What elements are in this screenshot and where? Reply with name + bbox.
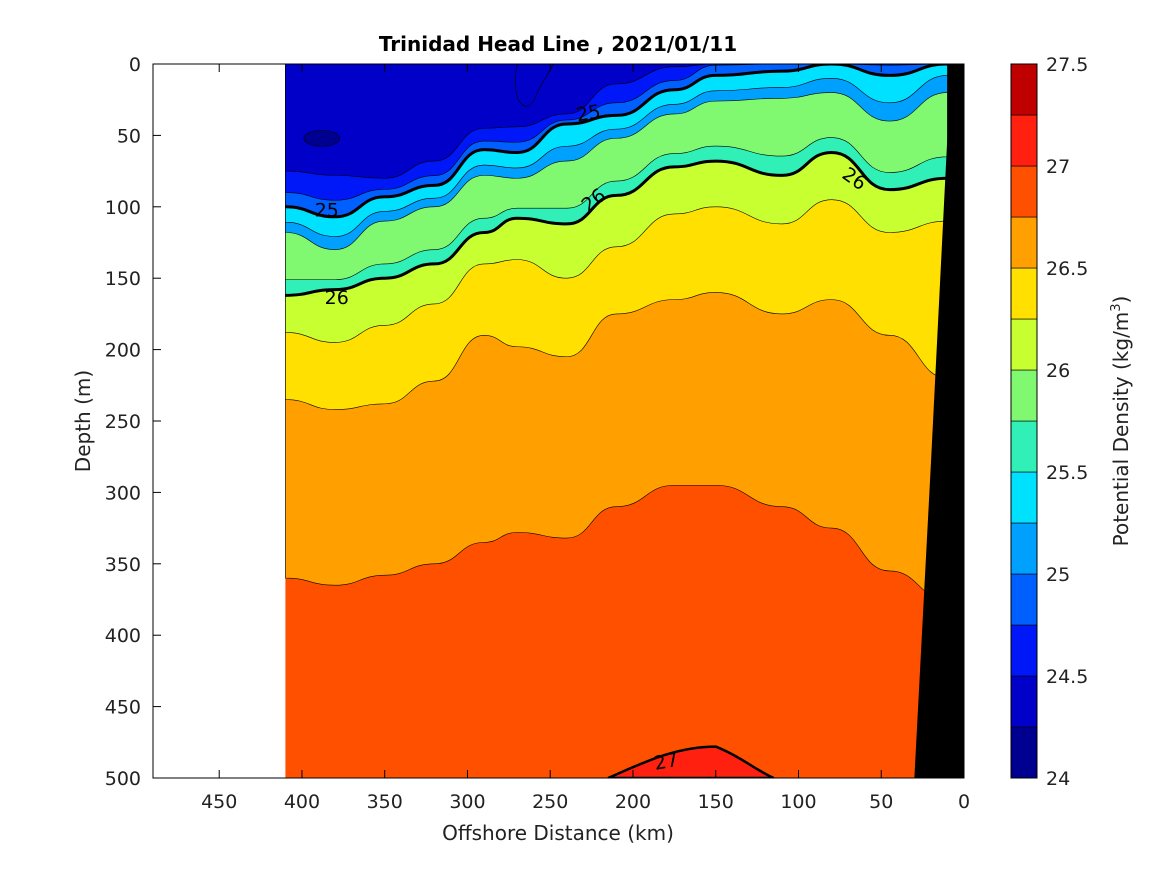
x-tick-label: 400: [284, 791, 320, 813]
colorbar-swatch: [1010, 369, 1038, 422]
x-axis-ticks: 450 400 350 300 250 200 150 100 50 0: [201, 64, 970, 813]
y-tick-label: 50: [117, 125, 141, 147]
colorbar-swatch: [1010, 165, 1038, 218]
colorbar-swatch: [1010, 522, 1038, 575]
y-tick-label: 350: [105, 554, 141, 576]
y-tick-label: 150: [105, 268, 141, 290]
colorbar-tick-label: 24.5: [1046, 666, 1088, 688]
y-tick-label: 0: [129, 54, 141, 76]
colorbar-swatch: [1010, 624, 1038, 677]
colorbar-tick-label: 26.5: [1046, 258, 1088, 280]
colorbar-tick-label: 26: [1046, 360, 1070, 382]
colorbar-frame: [1010, 63, 1038, 779]
y-tick-label: 100: [105, 197, 141, 219]
contour-label: 26: [325, 287, 349, 309]
colorbar-swatch: [1010, 318, 1038, 371]
y-tick-label: 200: [105, 340, 141, 362]
colorbar-swatch: [1010, 267, 1038, 320]
x-tick-label: 300: [449, 791, 485, 813]
x-tick-label: 200: [615, 791, 651, 813]
colorbar-ticks: 24 24.5 25 25.5 26 26.5 27 27.5: [1046, 54, 1088, 790]
colorbar-tick-label: 27.5: [1046, 54, 1088, 76]
band-24-25: [285, 64, 948, 179]
colorbar-tick-label: 25: [1046, 564, 1070, 586]
colorbar-label-superscript: 3: [1109, 303, 1124, 311]
colorbar-label-text: Potential Density (kg/m: [1109, 312, 1133, 547]
contour-label: 27: [652, 749, 680, 775]
colorbar-swatch: [1010, 573, 1038, 626]
colorbar-swatch: [1010, 63, 1038, 116]
band-27: [607, 745, 775, 778]
pocket-24: [303, 129, 341, 147]
colorbar-swatch: [1010, 471, 1038, 524]
bathymetry-shelf: [914, 64, 964, 778]
x-tick-label: 350: [367, 791, 403, 813]
colorbar-swatch: [1010, 420, 1038, 473]
y-tick-label: 450: [105, 697, 141, 719]
y-tick-label: 250: [105, 411, 141, 433]
colorbar-swatch: [1010, 216, 1038, 269]
contour-label: 25: [575, 101, 603, 127]
colorbar-swatch: [1010, 726, 1038, 779]
colorbar: [1010, 63, 1038, 779]
x-tick-label: 100: [780, 791, 816, 813]
colorbar-tick-label: 25.5: [1046, 462, 1088, 484]
colorbar-label: Potential Density (kg/m3): [1109, 296, 1133, 547]
contour-label: 25: [315, 200, 339, 222]
x-tick-label: 250: [532, 791, 568, 813]
y-tick-label: 400: [105, 625, 141, 647]
x-tick-label: 0: [958, 791, 970, 813]
contour-line-26: [285, 151, 948, 297]
y-tick-label: 300: [105, 482, 141, 504]
y-axis-ticks: 0 50 100 150 200 250 300 350 400 450 500: [105, 54, 964, 790]
x-tick-label: 450: [201, 791, 237, 813]
colorbar-tick-label: 27: [1046, 156, 1070, 178]
colorbar-label-close: ): [1109, 296, 1133, 304]
colorbar-swatch: [1010, 675, 1038, 728]
y-tick-label: 500: [105, 768, 141, 790]
colorbar-tick-label: 24: [1046, 768, 1070, 790]
x-tick-label: 50: [869, 791, 893, 813]
colorbar-swatch: [1010, 114, 1038, 167]
x-axis-label: Offshore Distance (km): [442, 821, 674, 845]
x-tick-label: 150: [698, 791, 734, 813]
contour-fill-layer: [285, 64, 964, 778]
chart-title: Trinidad Head Line , 2021/01/11: [379, 32, 737, 56]
pocket-24-25: [515, 64, 554, 107]
y-axis-label: Depth (m): [71, 370, 95, 472]
